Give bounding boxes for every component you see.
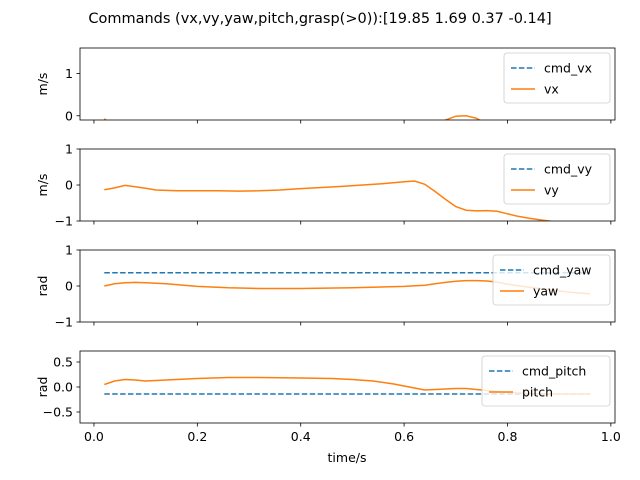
y-tick-label: 0	[65, 178, 73, 193]
legend-box	[492, 254, 611, 306]
legend-label-pitch: pitch	[522, 385, 553, 400]
axes-frame	[79, 47, 616, 121]
y-tick-label: 0.0	[53, 380, 73, 395]
legend-label-cmd_vy: cmd_vy	[544, 162, 593, 177]
legend-box	[481, 355, 611, 407]
series-line-vy	[104, 180, 555, 221]
y-axis-label: rad	[35, 377, 50, 398]
x-tick-label: 0.2	[187, 429, 207, 444]
legend-label-yaw: yaw	[533, 284, 558, 299]
y-tick-label: −0.5	[43, 405, 73, 420]
legend-label-cmd_pitch: cmd_pitch	[522, 364, 586, 379]
legend-label-cmd_yaw: cmd_yaw	[533, 263, 592, 278]
y-tick-label: −1	[55, 315, 73, 330]
y-tick-label: 1	[65, 243, 73, 258]
x-tick-label: 0.8	[498, 429, 518, 444]
legend-box	[503, 153, 611, 205]
series-line-vx	[103, 115, 481, 120]
y-tick-label: 1	[65, 142, 73, 157]
subplot-4: −0.5 0.0 0.5 0.0 0.2 0.4 0.6 0.8 1.0 rad cmd_pitch…	[35, 350, 621, 444]
figure-title: Commands (vx,vy,yaw,pitch,grasp(>0)):[19…	[88, 11, 551, 27]
y-tick-label: 0	[65, 108, 73, 123]
y-tick-label: 0	[65, 279, 73, 294]
y-tick-label: 0.5	[53, 355, 73, 370]
legend-box	[503, 52, 611, 104]
y-axis-label: m/s	[35, 73, 50, 96]
x-axis-label: time/s	[328, 450, 367, 465]
x-tick-label: 0.6	[394, 429, 414, 444]
y-tick-label: 1	[65, 66, 73, 81]
x-tick-label: 0.0	[84, 429, 104, 444]
x-tick-label: 1.0	[601, 429, 621, 444]
y-axis-label: m/s	[35, 174, 50, 197]
y-tick-label: −1	[55, 214, 73, 229]
y-axis-label: rad	[35, 276, 50, 297]
legend-label-vy: vy	[544, 183, 559, 198]
x-tick-label: 0.4	[291, 429, 311, 444]
legend-label-vx: vx	[544, 82, 559, 97]
legend-label-cmd_vx: cmd_vx	[544, 61, 592, 76]
